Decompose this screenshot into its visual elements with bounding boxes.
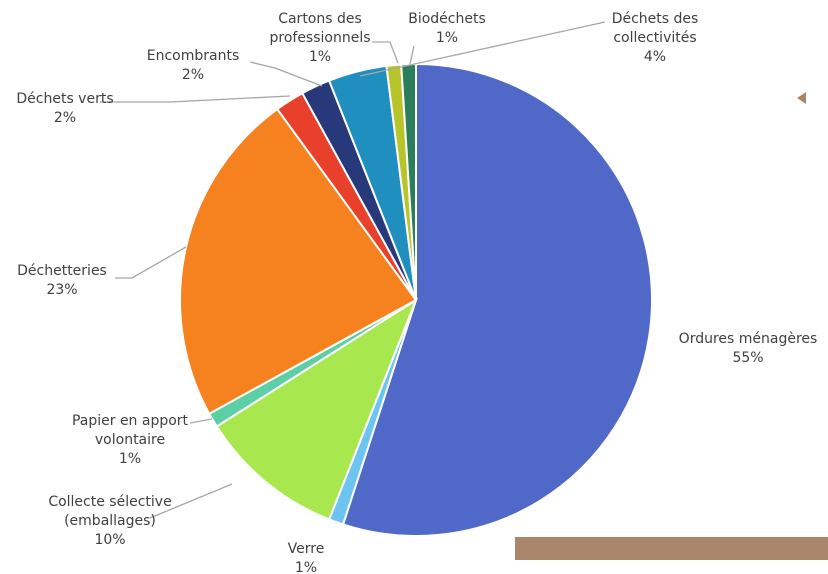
value-label: 1% xyxy=(435,30,459,46)
pie-slice xyxy=(341,62,653,537)
value-label: 1% xyxy=(308,49,332,65)
slice-label: Déchetteries 23% xyxy=(2,262,122,300)
slice-label: Encombrants 2% xyxy=(133,47,253,85)
value-label: 4% xyxy=(643,49,667,65)
value-label: 23% xyxy=(46,282,78,298)
slice-label: Déchets des collectivités 4% xyxy=(605,10,705,67)
category-label: Verre xyxy=(287,541,325,557)
category-label: Biodéchets xyxy=(408,11,486,27)
slice-label: Verre 1% xyxy=(266,540,346,574)
value-label: 1% xyxy=(294,560,318,574)
value-label: 55% xyxy=(732,350,764,366)
category-label: Collecte sélective (emballages) xyxy=(48,494,172,529)
category-label: Encombrants xyxy=(146,48,240,64)
decoration xyxy=(515,537,828,560)
category-label: Papier en apport volontaire xyxy=(71,413,189,448)
category-label: Déchetteries xyxy=(17,263,107,279)
value-label: 1% xyxy=(118,451,142,467)
value-label: 2% xyxy=(53,110,77,126)
leader-lines xyxy=(100,21,606,519)
pie-slice xyxy=(179,107,418,416)
category-label: Déchets des collectivités xyxy=(611,11,699,46)
slice-label: Collecte sélective (emballages) 10% xyxy=(45,493,175,550)
value-label: 2% xyxy=(181,67,205,83)
category-label: Ordures ménagères xyxy=(678,331,818,347)
slice-label: Ordures ménagères 55% xyxy=(658,330,828,368)
category-label: Déchets verts xyxy=(16,91,114,107)
value-label: 10% xyxy=(94,532,126,548)
decoration xyxy=(797,92,806,104)
category-label: Cartons des professionnels xyxy=(269,11,371,46)
slice-label: Biodéchets 1% xyxy=(397,10,497,48)
slice-label: Cartons des professionnels 1% xyxy=(265,10,375,67)
pie-slice xyxy=(215,297,419,521)
slice-label: Papier en apport volontaire 1% xyxy=(60,412,200,469)
slice-label: Déchets verts 2% xyxy=(5,90,125,128)
